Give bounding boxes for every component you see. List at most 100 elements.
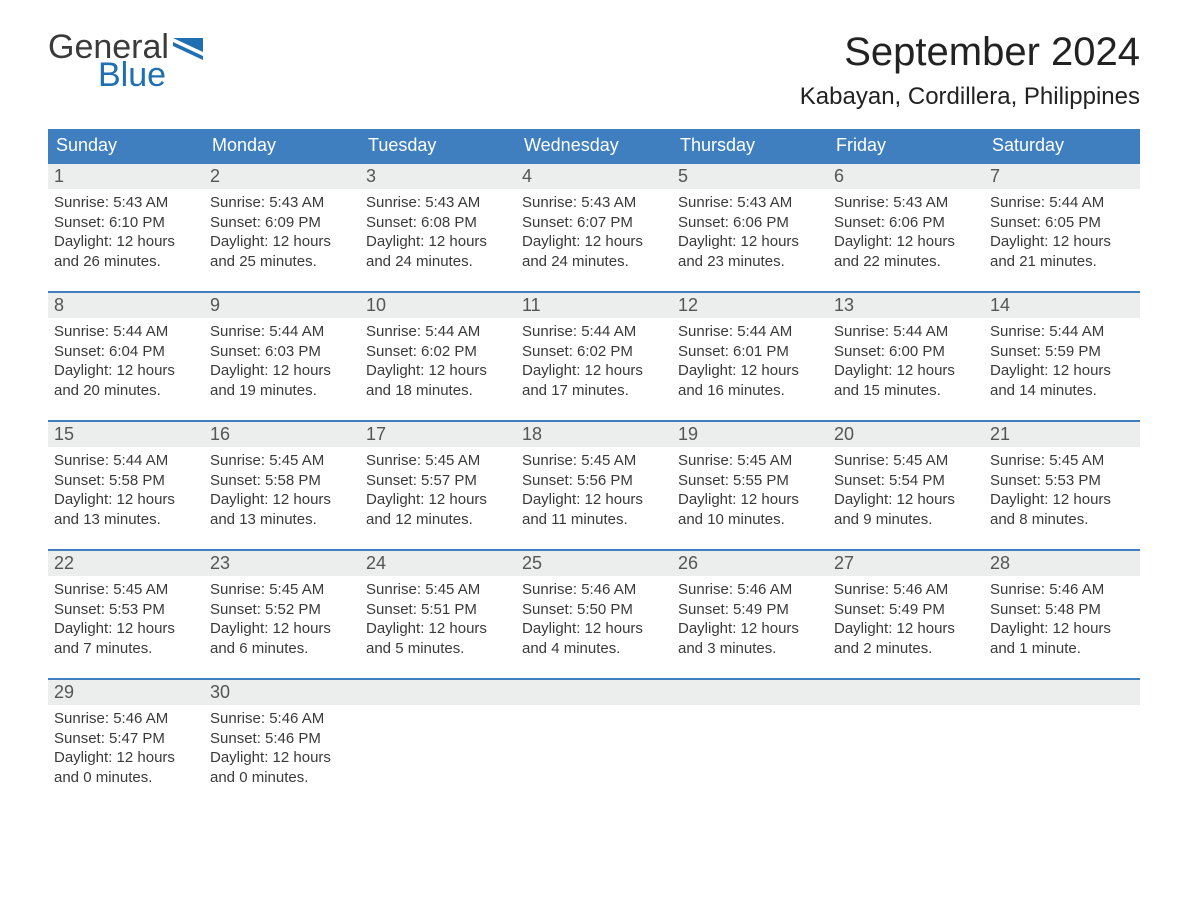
sunrise-line: Sunrise: 5:43 AM xyxy=(678,193,822,213)
day-number: 14 xyxy=(984,293,1140,318)
day-number: 27 xyxy=(828,551,984,576)
sunset-line: Sunset: 5:47 PM xyxy=(54,729,198,749)
weekday-label: Wednesday xyxy=(516,129,672,162)
sunrise-line: Sunrise: 5:45 AM xyxy=(990,451,1134,471)
day-number: 18 xyxy=(516,422,672,447)
day-cell: Sunrise: 5:45 AMSunset: 5:53 PMDaylight:… xyxy=(48,576,204,658)
day-cell: Sunrise: 5:44 AMSunset: 6:04 PMDaylight:… xyxy=(48,318,204,400)
daylight-line-1: Daylight: 12 hours xyxy=(54,748,198,768)
day-number: 22 xyxy=(48,551,204,576)
daylight-line-1: Daylight: 12 hours xyxy=(54,232,198,252)
sunrise-line: Sunrise: 5:45 AM xyxy=(366,580,510,600)
day-number: 21 xyxy=(984,422,1140,447)
day-cell: Sunrise: 5:43 AMSunset: 6:07 PMDaylight:… xyxy=(516,189,672,271)
daylight-line-1: Daylight: 12 hours xyxy=(210,232,354,252)
day-body-row: Sunrise: 5:45 AMSunset: 5:53 PMDaylight:… xyxy=(48,576,1140,658)
daylight-line-2: and 7 minutes. xyxy=(54,639,198,659)
week: 891011121314Sunrise: 5:44 AMSunset: 6:04… xyxy=(48,291,1140,400)
day-cell: Sunrise: 5:45 AMSunset: 5:55 PMDaylight:… xyxy=(672,447,828,529)
day-cell: Sunrise: 5:44 AMSunset: 5:58 PMDaylight:… xyxy=(48,447,204,529)
sunset-line: Sunset: 5:59 PM xyxy=(990,342,1134,362)
day-cell: Sunrise: 5:45 AMSunset: 5:51 PMDaylight:… xyxy=(360,576,516,658)
daylight-line-1: Daylight: 12 hours xyxy=(990,232,1134,252)
sunrise-line: Sunrise: 5:44 AM xyxy=(990,193,1134,213)
sunrise-line: Sunrise: 5:44 AM xyxy=(54,451,198,471)
day-cell: Sunrise: 5:43 AMSunset: 6:10 PMDaylight:… xyxy=(48,189,204,271)
daylight-line-2: and 16 minutes. xyxy=(678,381,822,401)
location: Kabayan, Cordillera, Philippines xyxy=(800,83,1140,111)
day-cell: Sunrise: 5:44 AMSunset: 6:02 PMDaylight:… xyxy=(360,318,516,400)
sunrise-line: Sunrise: 5:45 AM xyxy=(678,451,822,471)
daylight-line-1: Daylight: 12 hours xyxy=(678,361,822,381)
sunrise-line: Sunrise: 5:44 AM xyxy=(366,322,510,342)
day-cell xyxy=(828,705,984,787)
sunset-line: Sunset: 6:04 PM xyxy=(54,342,198,362)
daylight-line-2: and 25 minutes. xyxy=(210,252,354,272)
sunrise-line: Sunrise: 5:45 AM xyxy=(54,580,198,600)
week: 22232425262728Sunrise: 5:45 AMSunset: 5:… xyxy=(48,549,1140,658)
daylight-line-2: and 21 minutes. xyxy=(990,252,1134,272)
day-number xyxy=(672,680,828,705)
day-number-row: 891011121314 xyxy=(48,293,1140,318)
sunrise-line: Sunrise: 5:44 AM xyxy=(678,322,822,342)
daylight-line-1: Daylight: 12 hours xyxy=(678,490,822,510)
weekday-label: Monday xyxy=(204,129,360,162)
sunrise-line: Sunrise: 5:44 AM xyxy=(54,322,198,342)
daylight-line-2: and 12 minutes. xyxy=(366,510,510,530)
logo-word-2: Blue xyxy=(98,58,203,92)
day-cell: Sunrise: 5:43 AMSunset: 6:09 PMDaylight:… xyxy=(204,189,360,271)
logo: General Blue xyxy=(48,30,203,92)
sunrise-line: Sunrise: 5:43 AM xyxy=(210,193,354,213)
day-cell: Sunrise: 5:44 AMSunset: 6:03 PMDaylight:… xyxy=(204,318,360,400)
day-cell: Sunrise: 5:45 AMSunset: 5:53 PMDaylight:… xyxy=(984,447,1140,529)
day-cell xyxy=(984,705,1140,787)
daylight-line-2: and 13 minutes. xyxy=(210,510,354,530)
daylight-line-2: and 20 minutes. xyxy=(54,381,198,401)
daylight-line-1: Daylight: 12 hours xyxy=(522,619,666,639)
day-number: 6 xyxy=(828,164,984,189)
daylight-line-2: and 5 minutes. xyxy=(366,639,510,659)
daylight-line-1: Daylight: 12 hours xyxy=(678,619,822,639)
day-cell: Sunrise: 5:46 AMSunset: 5:47 PMDaylight:… xyxy=(48,705,204,787)
day-cell: Sunrise: 5:46 AMSunset: 5:48 PMDaylight:… xyxy=(984,576,1140,658)
sunset-line: Sunset: 5:54 PM xyxy=(834,471,978,491)
day-number: 26 xyxy=(672,551,828,576)
daylight-line-1: Daylight: 12 hours xyxy=(210,619,354,639)
daylight-line-1: Daylight: 12 hours xyxy=(678,232,822,252)
sunset-line: Sunset: 5:56 PM xyxy=(522,471,666,491)
sunrise-line: Sunrise: 5:45 AM xyxy=(210,580,354,600)
daylight-line-1: Daylight: 12 hours xyxy=(366,232,510,252)
day-number: 13 xyxy=(828,293,984,318)
day-cell xyxy=(360,705,516,787)
daylight-line-2: and 8 minutes. xyxy=(990,510,1134,530)
sunrise-line: Sunrise: 5:46 AM xyxy=(834,580,978,600)
sunrise-line: Sunrise: 5:43 AM xyxy=(54,193,198,213)
sunset-line: Sunset: 6:09 PM xyxy=(210,213,354,233)
sunset-line: Sunset: 6:02 PM xyxy=(522,342,666,362)
day-cell: Sunrise: 5:45 AMSunset: 5:58 PMDaylight:… xyxy=(204,447,360,529)
weekday-label: Tuesday xyxy=(360,129,516,162)
daylight-line-2: and 15 minutes. xyxy=(834,381,978,401)
day-number: 29 xyxy=(48,680,204,705)
daylight-line-2: and 26 minutes. xyxy=(54,252,198,272)
daylight-line-1: Daylight: 12 hours xyxy=(522,361,666,381)
day-number: 30 xyxy=(204,680,360,705)
sunrise-line: Sunrise: 5:43 AM xyxy=(834,193,978,213)
day-number: 12 xyxy=(672,293,828,318)
header: General Blue September 2024 Kabayan, Cor… xyxy=(48,30,1140,111)
day-number: 7 xyxy=(984,164,1140,189)
day-cell xyxy=(672,705,828,787)
day-number-row: 1234567 xyxy=(48,164,1140,189)
daylight-line-1: Daylight: 12 hours xyxy=(366,361,510,381)
day-body-row: Sunrise: 5:43 AMSunset: 6:10 PMDaylight:… xyxy=(48,189,1140,271)
day-cell: Sunrise: 5:44 AMSunset: 5:59 PMDaylight:… xyxy=(984,318,1140,400)
daylight-line-1: Daylight: 12 hours xyxy=(834,361,978,381)
sunset-line: Sunset: 6:07 PM xyxy=(522,213,666,233)
sunrise-line: Sunrise: 5:43 AM xyxy=(522,193,666,213)
daylight-line-1: Daylight: 12 hours xyxy=(54,490,198,510)
sunset-line: Sunset: 5:57 PM xyxy=(366,471,510,491)
sunrise-line: Sunrise: 5:45 AM xyxy=(210,451,354,471)
sunset-line: Sunset: 6:10 PM xyxy=(54,213,198,233)
sunrise-line: Sunrise: 5:45 AM xyxy=(366,451,510,471)
daylight-line-2: and 0 minutes. xyxy=(54,768,198,788)
